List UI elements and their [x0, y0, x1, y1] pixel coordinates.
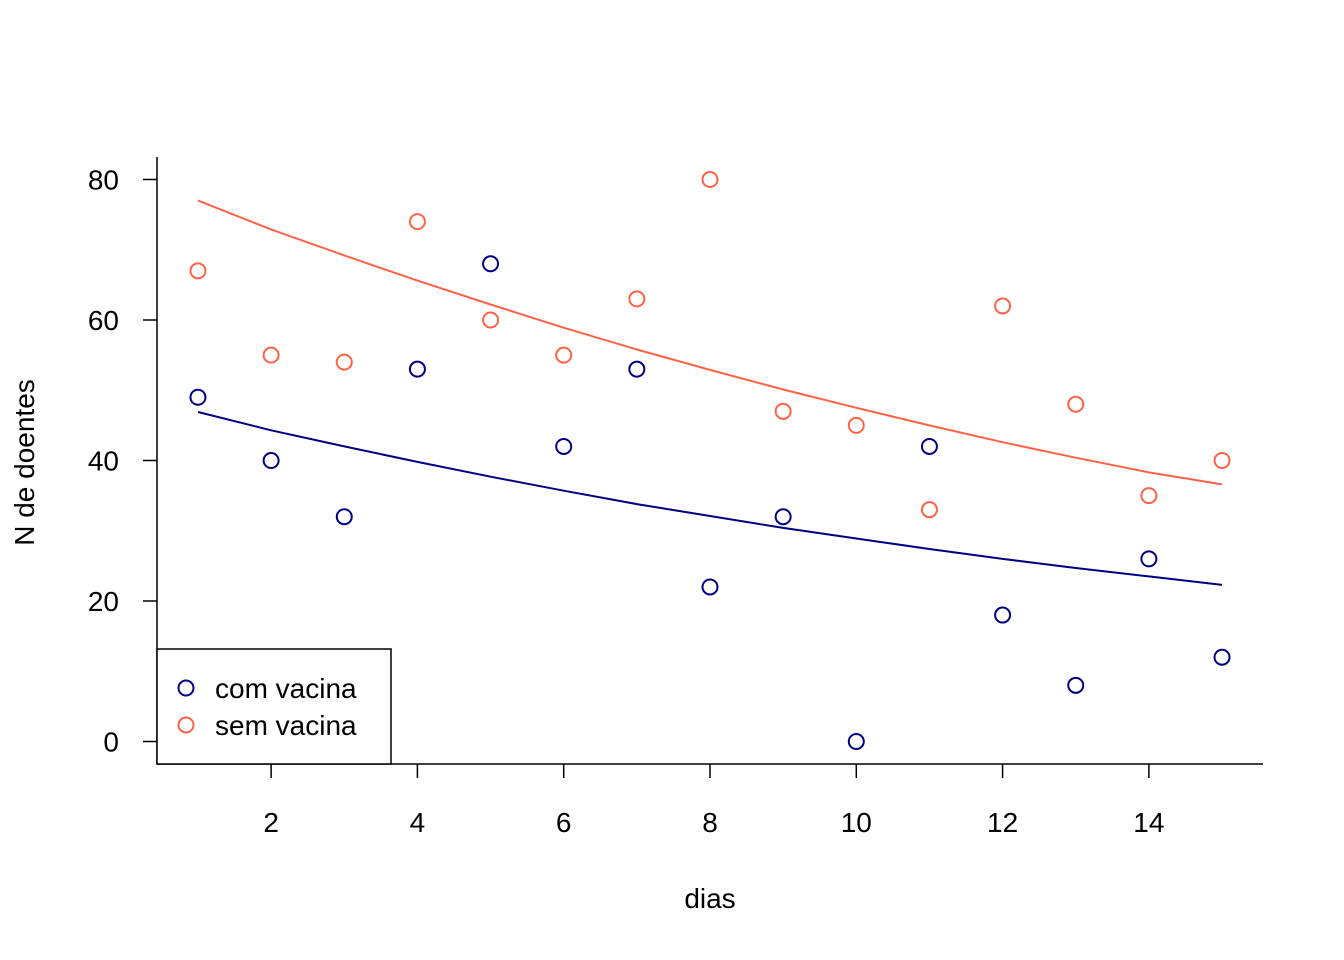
- point-com-vacina: [920, 437, 938, 455]
- point-com-vacina: [701, 578, 719, 596]
- y-tick-label: 80: [88, 164, 119, 195]
- y-tick-label: 60: [88, 305, 119, 336]
- x-tick-label: 2: [263, 807, 279, 838]
- x-tick-label: 6: [556, 807, 572, 838]
- point-com-vacina: [774, 508, 792, 526]
- x-tick-label: 10: [841, 807, 872, 838]
- fit-line-com-vacina: [197, 411, 1223, 586]
- point-sem-vacina: [408, 213, 426, 231]
- point-com-vacina: [408, 360, 426, 378]
- point-com-vacina: [482, 255, 500, 273]
- legend: com vacina sem vacina: [156, 648, 392, 765]
- point-com-vacina: [628, 360, 646, 378]
- point-com-vacina: [994, 606, 1012, 624]
- point-sem-vacina: [1067, 395, 1085, 413]
- x-tick-label: 14: [1133, 807, 1164, 838]
- data-points: [189, 170, 1231, 751]
- legend-marker-com-vacina: [177, 679, 195, 697]
- point-com-vacina: [555, 437, 573, 455]
- x-axis-title: dias: [684, 883, 735, 914]
- y-tick-label: 20: [88, 586, 119, 617]
- point-sem-vacina: [482, 311, 500, 329]
- legend-label: sem vacina: [215, 710, 357, 741]
- legend-label: com vacina: [215, 673, 357, 704]
- point-sem-vacina: [555, 346, 573, 364]
- legend-box: [156, 648, 392, 765]
- y-tick-label: 0: [103, 727, 119, 758]
- point-sem-vacina: [628, 290, 646, 308]
- point-com-vacina: [189, 388, 207, 406]
- point-sem-vacina: [774, 402, 792, 420]
- point-com-vacina: [847, 733, 865, 751]
- point-sem-vacina: [994, 297, 1012, 315]
- point-sem-vacina: [1140, 487, 1158, 505]
- point-sem-vacina: [262, 346, 280, 364]
- point-com-vacina: [1213, 648, 1231, 666]
- point-sem-vacina: [847, 416, 865, 434]
- point-com-vacina: [1067, 676, 1085, 694]
- point-com-vacina: [1140, 550, 1158, 568]
- y-axis-title: N de doentes: [9, 379, 40, 546]
- x-tick-label: 12: [987, 807, 1018, 838]
- point-sem-vacina: [701, 170, 719, 188]
- point-sem-vacina: [1213, 452, 1231, 469]
- x-tick-label: 8: [702, 807, 718, 838]
- point-com-vacina: [335, 508, 353, 526]
- fit-lines: [197, 199, 1223, 586]
- point-com-vacina: [262, 452, 280, 469]
- fit-line-sem-vacina: [197, 199, 1223, 486]
- point-sem-vacina: [189, 262, 207, 280]
- y-tick-label: 40: [88, 446, 119, 477]
- x-tick-label: 4: [410, 807, 426, 838]
- point-sem-vacina: [920, 501, 938, 519]
- legend-marker-sem-vacina: [177, 716, 195, 734]
- point-sem-vacina: [335, 353, 353, 371]
